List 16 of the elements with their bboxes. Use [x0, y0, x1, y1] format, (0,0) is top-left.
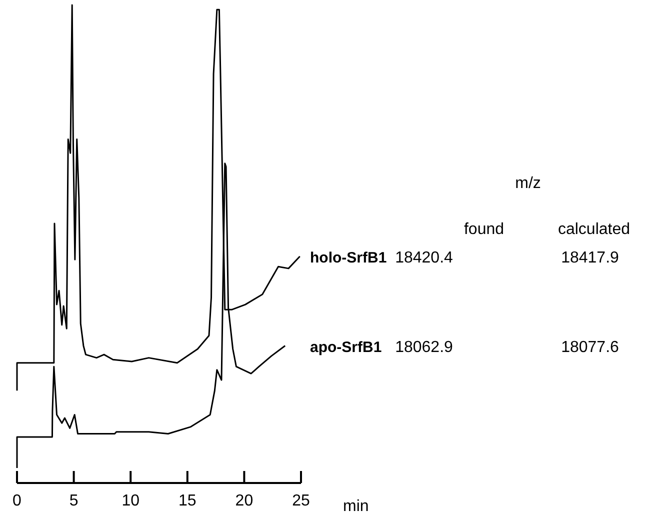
series-label: apo-SrfB1: [310, 338, 382, 356]
x-tick-label: 5: [69, 492, 78, 510]
text: 18417.9: [561, 249, 620, 266]
text: calculated: [558, 221, 630, 238]
text: m/z: [515, 175, 541, 192]
text: found: [464, 221, 504, 238]
x-axis-title: min: [343, 498, 369, 515]
series-label: holo-SrfB1: [310, 249, 387, 266]
text: 18062.9: [395, 338, 454, 356]
x-tick-label: 20: [235, 492, 254, 510]
text: 18077.6: [561, 338, 620, 356]
x-tick-label: 0: [12, 492, 22, 510]
text: 18420.4: [395, 249, 454, 266]
x-tick-label: 10: [122, 492, 140, 510]
x-tick-label: 15: [178, 492, 196, 510]
x-tick-label: 25: [292, 492, 310, 510]
